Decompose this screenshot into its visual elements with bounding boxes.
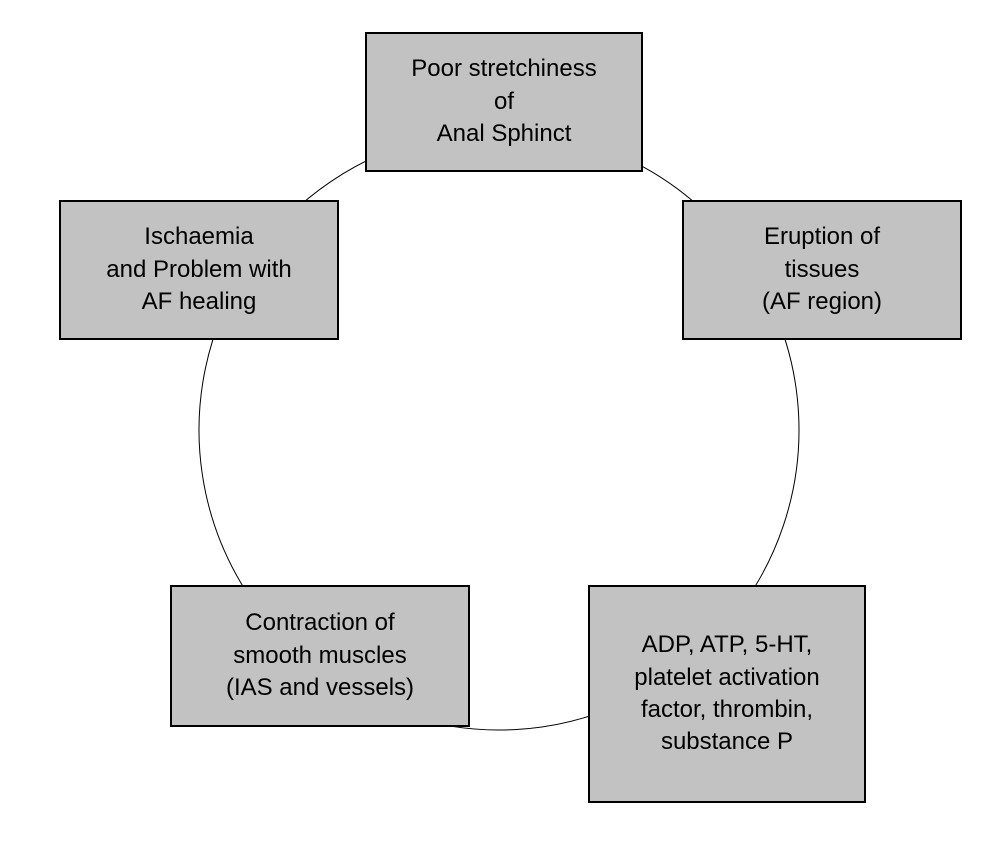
node-poor-stretchiness: Poor stretchiness of Anal Sphinct xyxy=(365,32,643,172)
diagram-canvas: Poor stretchiness of Anal Sphinct Eruptio… xyxy=(0,0,1000,855)
node-mediators: ADP, ATP, 5-HT, platelet activation fact… xyxy=(588,585,866,803)
node-label: Contraction of smooth muscles (IAS and v… xyxy=(226,607,414,704)
node-eruption: Eruption of tissues (AF region) xyxy=(682,200,962,340)
node-contraction: Contraction of smooth muscles (IAS and v… xyxy=(170,585,470,727)
node-label: Poor stretchiness of Anal Sphinct xyxy=(411,53,596,150)
node-ischaemia: Ischaemia and Problem with AF healing xyxy=(59,200,339,340)
node-label: ADP, ATP, 5-HT, platelet activation fact… xyxy=(634,629,819,759)
node-label: Ischaemia and Problem with AF healing xyxy=(106,221,291,318)
node-label: Eruption of tissues (AF region) xyxy=(762,221,882,318)
